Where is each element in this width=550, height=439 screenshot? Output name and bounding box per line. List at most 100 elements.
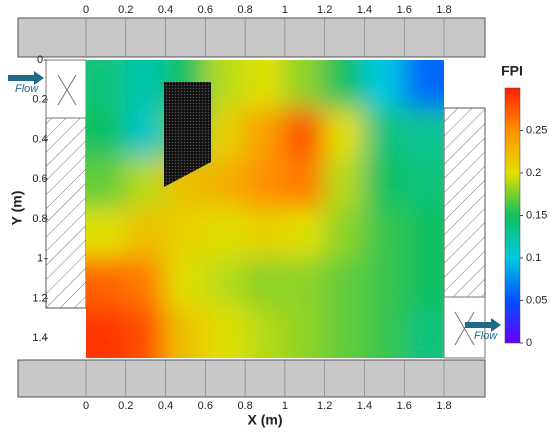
cell — [403, 158, 444, 210]
colorbar-tick-label: 0.25 — [526, 124, 547, 136]
cell — [204, 208, 247, 260]
x-axis-title: X (m) — [248, 412, 283, 428]
cell — [283, 158, 326, 210]
x-tick-label: 0.4 — [158, 4, 173, 16]
cell — [363, 257, 406, 310]
cell — [403, 307, 444, 358]
cell — [283, 257, 326, 310]
x-tick-label: 1.8 — [436, 4, 451, 16]
x-tick-label: 0 — [83, 4, 89, 16]
y-tick-label: 1.2 — [32, 292, 47, 304]
cell — [283, 108, 326, 161]
wall — [17, 17, 486, 58]
colorbar-tick-label: 0 — [526, 337, 532, 349]
x-tick-label: 0.8 — [237, 400, 252, 412]
colorbar — [504, 87, 521, 344]
cell — [86, 60, 127, 111]
cell — [244, 257, 286, 310]
cell — [124, 307, 167, 358]
x-tick-label: 0 — [83, 400, 89, 412]
cell — [204, 307, 247, 358]
cell — [86, 158, 127, 210]
cell — [283, 208, 326, 260]
cell — [323, 60, 366, 111]
cell — [124, 257, 167, 310]
colorbar-tick-label: 0.15 — [526, 209, 547, 221]
annotation: Flow — [15, 83, 39, 95]
annotation: Flow — [474, 330, 498, 342]
cell — [244, 60, 286, 111]
x-tick-label: 1 — [282, 400, 288, 412]
x-tick-label: 1.6 — [397, 4, 412, 16]
cell — [363, 208, 406, 260]
x-tick-label: 1.2 — [317, 400, 332, 412]
y-tick-label: 0.8 — [32, 213, 47, 225]
x-tick-label: 0.6 — [198, 4, 213, 16]
cell — [86, 208, 127, 260]
x-tick-label: 0.2 — [118, 400, 133, 412]
cell — [86, 108, 127, 161]
x-tick-label: 0.2 — [118, 4, 133, 16]
x-tick-label: 0.4 — [158, 400, 173, 412]
colorbar-tick-label: 0.05 — [526, 294, 547, 306]
hatched-wall — [45, 117, 87, 309]
hatched-wall — [443, 107, 486, 298]
x-tick-label: 0.6 — [198, 400, 213, 412]
cell — [204, 158, 247, 210]
inlet-box — [45, 59, 486, 359]
y-tick-label: 1 — [37, 253, 43, 265]
y-tick-label: 0.2 — [32, 94, 47, 106]
x-tick-label: 0.8 — [237, 4, 252, 16]
cell — [164, 257, 207, 310]
cell — [283, 307, 326, 358]
cell — [86, 257, 127, 310]
y-tick-label: 0 — [37, 54, 43, 66]
cell — [244, 307, 286, 358]
cell — [244, 158, 286, 210]
cell — [323, 158, 366, 210]
obstacle — [164, 82, 211, 187]
cell — [164, 307, 207, 358]
cell — [244, 208, 286, 260]
cell — [204, 257, 247, 310]
cell — [124, 60, 167, 111]
y-axis-title: Y (m) — [9, 191, 25, 226]
x-tick-label: 1.8 — [436, 400, 451, 412]
cell — [403, 60, 444, 111]
cell — [323, 307, 366, 358]
x-tick-label: 1.2 — [317, 4, 332, 16]
colorbar-tick-label: 0.2 — [526, 167, 541, 179]
cell — [86, 307, 127, 358]
field — [86, 60, 444, 358]
cell — [164, 208, 207, 260]
colorbar-title: FPI — [501, 63, 523, 79]
x-tick-label: 1.4 — [357, 400, 372, 412]
y-tick-label: 1.4 — [32, 332, 47, 344]
cell — [283, 60, 326, 111]
cell — [323, 257, 366, 310]
cell — [323, 208, 366, 260]
colorbar-tick-label: 0.1 — [526, 252, 541, 264]
cell — [363, 158, 406, 210]
flow-arrow — [465, 318, 501, 332]
x-tick-label: 1 — [282, 4, 288, 16]
cell — [124, 158, 167, 210]
flow-arrow — [8, 71, 44, 85]
cell — [363, 108, 406, 161]
cell — [323, 108, 366, 161]
wall — [17, 359, 486, 398]
cell — [244, 108, 286, 161]
y-tick-label: 0.6 — [32, 173, 47, 185]
cell — [403, 108, 444, 161]
cell — [403, 257, 444, 310]
x-tick-label: 1.4 — [357, 4, 372, 16]
cell — [204, 108, 247, 161]
cell — [363, 307, 406, 358]
cell — [124, 108, 167, 161]
cell — [124, 208, 167, 260]
x-tick-label: 1.6 — [397, 400, 412, 412]
cell — [363, 60, 406, 111]
cell — [204, 60, 247, 111]
cell — [403, 208, 444, 260]
